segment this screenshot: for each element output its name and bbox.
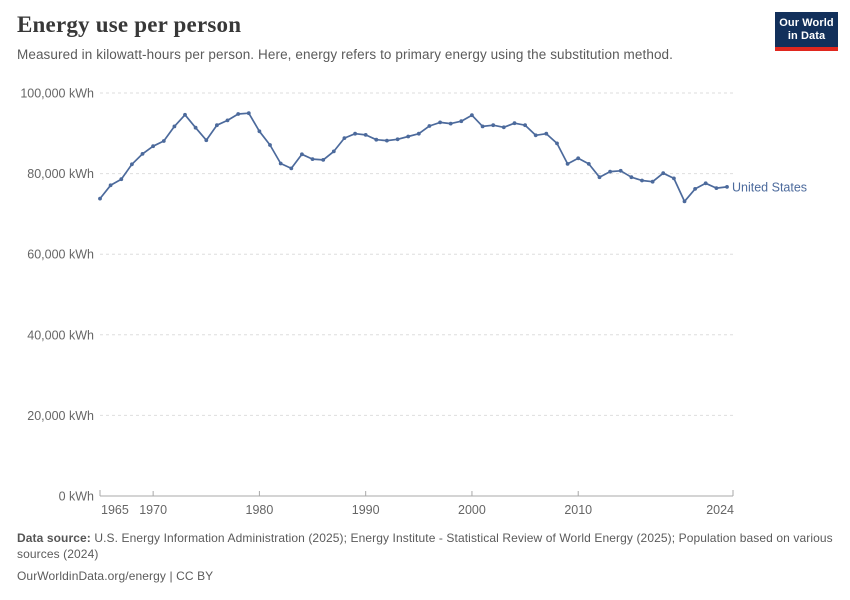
series-label[interactable]: United States <box>732 180 807 194</box>
svg-text:0 kWh: 0 kWh <box>59 490 94 504</box>
chart-footer: Data source: U.S. Energy Information Adm… <box>17 531 835 585</box>
data-source-line: Data source: U.S. Energy Information Adm… <box>17 531 835 562</box>
page-title: Energy use per person <box>17 12 242 37</box>
chart-subtitle: Measured in kilowatt-hours per person. H… <box>17 47 674 62</box>
svg-text:1980: 1980 <box>246 503 274 517</box>
svg-text:1965: 1965 <box>101 503 129 517</box>
x-axis: 1965 1970 1980 1990 2000 2010 2024 <box>99 490 734 517</box>
y-gridlines <box>100 92 733 416</box>
svg-text:60,000 kWh: 60,000 kWh <box>27 248 94 262</box>
data-point-markers <box>98 111 729 204</box>
svg-text:40,000 kWh: 40,000 kWh <box>27 328 94 342</box>
svg-text:1970: 1970 <box>139 503 167 517</box>
svg-text:2024: 2024 <box>706 503 734 517</box>
footer-link-line[interactable]: OurWorldinData.org/energy | CC BY <box>17 569 214 584</box>
svg-text:80,000 kWh: 80,000 kWh <box>27 167 94 181</box>
chart-header: Energy use per person Measured in kilowa… <box>17 12 757 62</box>
svg-text:1990: 1990 <box>352 503 380 517</box>
svg-text:100,000 kWh: 100,000 kWh <box>20 87 94 101</box>
svg-text:2010: 2010 <box>564 503 592 517</box>
owid-logo-line1: Our World <box>779 17 834 29</box>
owid-logo[interactable]: Our World in Data <box>775 12 838 51</box>
owid-logo-line2: in Data <box>787 29 826 42</box>
y-axis-labels: 0 kWh 20,000 kWh 40,000 kWh 60,000 kWh 80,00… <box>20 87 94 504</box>
data-source-label: Data source: <box>17 531 91 545</box>
svg-text:20,000 kWh: 20,000 kWh <box>27 409 94 423</box>
data-source-text: U.S. Energy Information Administration (… <box>17 531 833 561</box>
data-line[interactable] <box>99 112 728 203</box>
svg-text:2000: 2000 <box>458 503 486 517</box>
